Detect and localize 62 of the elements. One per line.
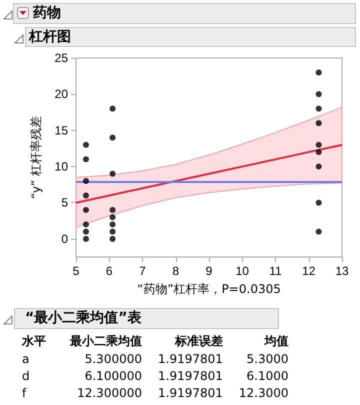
text: 5.3000 — [246, 350, 289, 367]
point — [82, 192, 89, 198]
chart-title: 药物 — [33, 4, 61, 22]
y-tick-label: 15 — [54, 123, 68, 138]
x-tick-label: 10 — [236, 264, 250, 278]
point — [110, 106, 116, 112]
text: 12.3000 — [238, 384, 289, 401]
chart-subtitle: 杠杆图 — [29, 28, 71, 46]
x-tick-label: 9 — [206, 264, 213, 278]
text: “最小二乘均值”表 — [25, 309, 142, 327]
point — [316, 120, 322, 126]
point — [316, 91, 322, 98]
text: 最小二乘均值 — [69, 333, 142, 350]
y-tick-label: 10 — [54, 160, 68, 174]
text: a — [22, 350, 30, 367]
point — [316, 200, 322, 206]
x-tick-label: 12 — [302, 264, 316, 278]
point — [82, 221, 89, 228]
point — [82, 178, 89, 184]
x-tick-label: 7 — [139, 264, 146, 278]
point — [110, 206, 116, 213]
point — [82, 142, 89, 148]
x-axis-title: “药物”杠杆率，P=0.0305 — [137, 282, 281, 296]
point — [110, 214, 116, 220]
text: 6.1000 — [246, 368, 289, 384]
point — [82, 206, 89, 213]
text: 6.100000 — [84, 368, 142, 384]
point — [316, 149, 322, 156]
point — [316, 164, 322, 170]
text: 标准误差 — [174, 333, 223, 350]
x-tick-label: 6 — [106, 264, 113, 278]
text: 水平 — [22, 333, 47, 350]
y-tick-label: 25 — [54, 51, 68, 65]
text: d — [22, 368, 31, 384]
text: f — [22, 384, 28, 401]
text: 1.9197801 — [157, 384, 223, 401]
text: 1.9197801 — [157, 350, 223, 367]
x-tick-label: 8 — [172, 264, 180, 278]
point — [316, 142, 322, 148]
y-tick-label: 0 — [61, 232, 68, 246]
x-tick-label: 5 — [72, 264, 80, 278]
line-series — [75, 144, 343, 204]
x-tick-label: 11 — [269, 264, 282, 278]
point — [110, 221, 116, 228]
text: 1.9197801 — [157, 368, 223, 384]
point — [110, 134, 116, 141]
point — [316, 106, 322, 112]
point — [110, 228, 116, 235]
point — [316, 69, 322, 76]
text: 5.300000 — [84, 350, 142, 367]
y-tick-label: 20 — [54, 87, 68, 102]
point — [82, 228, 89, 235]
point — [82, 236, 89, 242]
text: 12.300000 — [76, 384, 142, 401]
text: 均值 — [263, 333, 289, 350]
point — [82, 156, 89, 162]
point — [110, 170, 116, 177]
y-axis-title: “y” 杠杆率残差 — [29, 116, 43, 199]
y-tick-label: 5 — [61, 196, 68, 210]
point — [316, 228, 322, 235]
x-tick-label: 13 — [335, 264, 349, 278]
point — [110, 236, 116, 242]
